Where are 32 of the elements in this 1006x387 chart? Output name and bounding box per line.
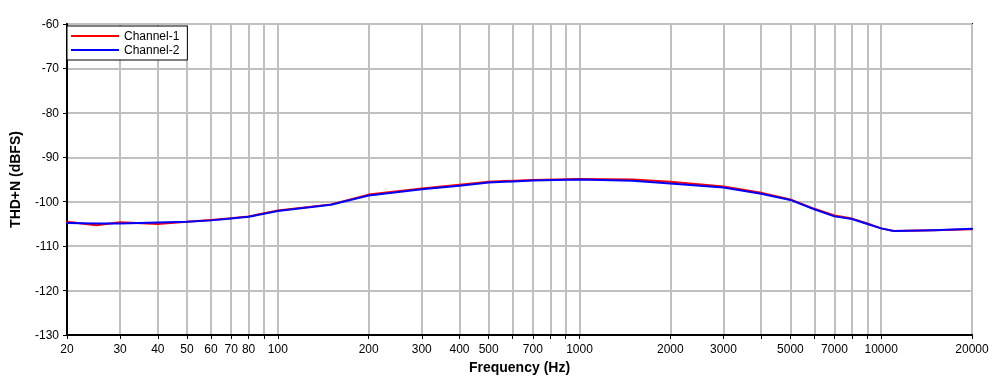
y-tick-label: -120 [34,283,60,298]
x-tick-label: 500 [478,342,500,356]
y-tick-label: -130 [34,328,60,342]
y-tick-label: -100 [34,194,60,209]
x-tick-label: 2000 [656,342,684,356]
x-tick-label: 20000 [955,342,990,356]
x-tick-label: 70 [224,342,239,356]
x-tick-label: 40 [151,342,165,356]
x-tick-label: 50 [180,342,195,356]
x-tick-label: 100 [267,342,289,356]
x-tick-label: 3000 [710,342,738,356]
legend-label: Channel-2 [124,43,180,57]
x-tick-label: 300 [411,342,433,356]
x-tick-label: 1000 [566,342,594,356]
x-axis-title: Frequency (Hz) [468,358,571,375]
x-tick-label: 400 [449,342,470,356]
y-tick-label: -80 [41,105,60,120]
x-tick-label: 10000 [864,342,899,356]
x-tick-label: 80 [241,342,256,356]
x-tick-label: 700 [522,342,544,356]
y-tick-label: -90 [41,150,60,165]
x-tick-label: 5000 [777,342,805,356]
y-tick-label: -70 [41,61,60,76]
x-tick-label: 20 [60,342,74,356]
x-tick-label: 30 [113,342,128,356]
y-axis-title: THD+N (dBFS) [7,131,23,228]
x-tick-label: 200 [358,342,379,356]
x-tick-label: 60 [204,342,218,356]
y-tick-label: -110 [35,239,60,254]
y-tick-label: -60 [41,17,60,31]
legend-label: Channel-1 [124,29,180,43]
x-tick-label: 7000 [821,342,849,356]
